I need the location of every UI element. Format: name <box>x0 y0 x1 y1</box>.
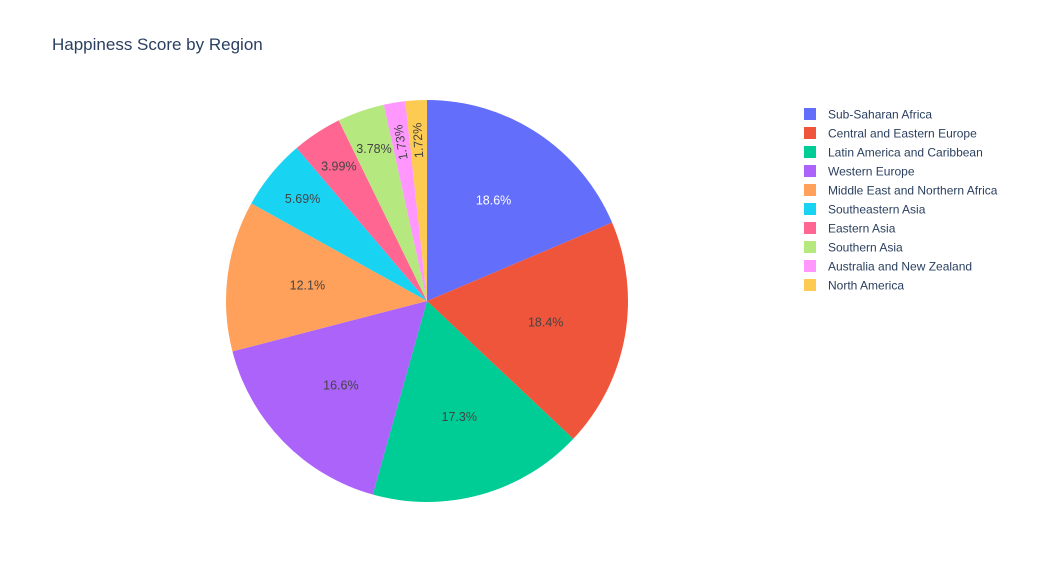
legend[interactable]: Sub-Saharan Africa Central and Eastern Eu… <box>804 108 998 293</box>
legend-swatch <box>804 165 816 177</box>
legend-swatch <box>804 260 816 272</box>
legend-item-southeastern-asia[interactable]: Southeastern Asia <box>804 203 926 217</box>
legend-label: Central and Eastern Europe <box>828 127 977 141</box>
legend-item-sub-saharan-africa[interactable]: Sub-Saharan Africa <box>804 108 932 122</box>
slice-label-western-europe: 16.6% <box>323 378 358 392</box>
pie-slice-sub-saharan-africa[interactable] <box>427 100 613 301</box>
legend-item-western-europe[interactable]: Western Europe <box>804 165 915 179</box>
legend-swatch <box>804 203 816 215</box>
pie-slice-southeastern-asia[interactable] <box>251 147 427 301</box>
legend-swatch <box>804 108 816 120</box>
pie-slice-middle-east-and-northern-africa[interactable] <box>226 203 427 352</box>
legend-swatch <box>804 279 816 291</box>
pie-slice-labels: 18.6% 18.4% 17.3% 16.6% 12.1% 5.69% 3.99%3.78%… <box>285 122 564 424</box>
pie-slice-eastern-asia[interactable] <box>296 120 427 301</box>
slice-label-latin-america-and-caribbean: 17.3% <box>442 410 477 424</box>
pie-slice-southern-asia[interactable] <box>338 104 427 301</box>
pie-slice-north-america[interactable] <box>405 100 427 301</box>
legend-swatch <box>804 184 816 196</box>
slice-label-central-and-eastern-europe: 18.4% <box>528 315 563 329</box>
legend-item-eastern-asia[interactable]: Eastern Asia <box>804 222 896 236</box>
legend-swatch <box>804 241 816 253</box>
legend-swatch <box>804 146 816 158</box>
pie-slice-australia-and-new-zealand[interactable] <box>383 101 427 301</box>
legend-swatch <box>804 127 816 139</box>
legend-label: Australia and New Zealand <box>828 260 972 274</box>
legend-label: Middle East and Northern Africa <box>828 184 998 198</box>
chart-title: Happiness Score by Region <box>52 35 263 54</box>
legend-label: Sub-Saharan Africa <box>828 108 932 122</box>
legend-label: Southeastern Asia <box>828 203 926 217</box>
slice-label-southeastern-asia: 5.69% <box>285 192 320 206</box>
slice-label-australia-and-new-zealand: 1.73% <box>391 124 411 161</box>
legend-label: Western Europe <box>828 165 915 179</box>
legend-label: Eastern Asia <box>828 222 896 236</box>
slice-label-sub-saharan-africa: 18.6% <box>476 193 511 207</box>
legend-swatch <box>804 222 816 234</box>
pie-slice-western-europe[interactable] <box>232 301 427 495</box>
legend-label: North America <box>828 279 904 293</box>
legend-item-north-america[interactable]: North America <box>804 279 904 293</box>
slice-label-middle-east-and-northern-africa: 12.1% <box>290 279 325 293</box>
legend-item-southern-asia[interactable]: Southern Asia <box>804 241 903 255</box>
legend-item-latin-america-and-caribbean[interactable]: Latin America and Caribbean <box>804 146 983 160</box>
slice-label-north-america: 1.72% <box>410 122 426 158</box>
legend-item-australia-and-new-zealand[interactable]: Australia and New Zealand <box>804 260 972 274</box>
slice-label-southern-asia: 3.78% <box>356 142 391 156</box>
pie-slices <box>226 100 628 503</box>
pie-slice-central-and-eastern-europe[interactable] <box>427 222 628 439</box>
pie-slice-latin-america-and-caribbean[interactable] <box>372 301 574 503</box>
legend-item-central-and-eastern-europe[interactable]: Central and Eastern Europe <box>804 127 977 141</box>
slice-label-eastern-asia: 3.99% <box>321 160 356 174</box>
legend-label: Latin America and Caribbean <box>828 146 983 160</box>
legend-label: Southern Asia <box>828 241 903 255</box>
legend-item-middle-east-and-northern-africa[interactable]: Middle East and Northern Africa <box>804 184 998 198</box>
